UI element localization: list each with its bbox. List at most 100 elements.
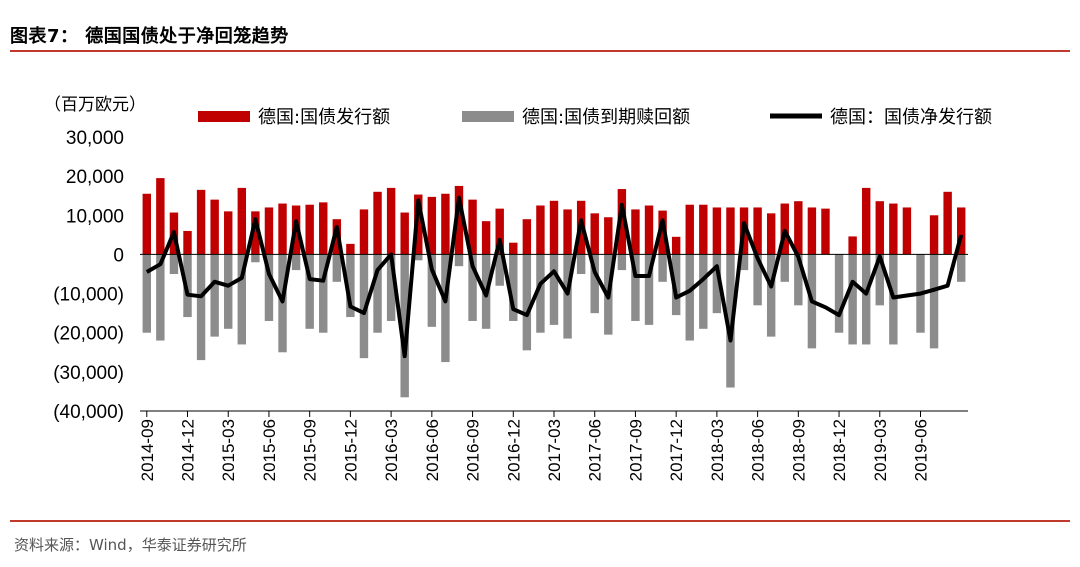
redemption-bar — [373, 254, 382, 333]
redemption-bar — [196, 254, 206, 361]
issuance-bar — [929, 215, 939, 255]
x-tick-label: 2019-03 — [871, 419, 890, 481]
issuance-bar — [807, 207, 817, 255]
x-tick-label: 2018-09 — [789, 419, 808, 481]
issuance-bar — [359, 209, 369, 255]
y-axis: 30,000 20,000 10,000 0 (10,000) (20,000) (30,0… — [53, 128, 124, 423]
redemption-bar — [576, 254, 586, 274]
issuance-bar — [536, 205, 545, 255]
redemption-bar — [454, 254, 464, 267]
issuance-bar — [549, 200, 559, 255]
bars — [142, 178, 966, 398]
redemption-bar — [699, 254, 708, 329]
x-tick-label: 2014-12 — [179, 419, 198, 481]
redemption-bar — [780, 254, 789, 282]
redemption-bar — [400, 254, 409, 398]
redemption-bar — [156, 254, 165, 341]
issuance-bar — [305, 204, 314, 255]
x-tick-label: 2016-03 — [382, 419, 401, 481]
redemption-bar — [522, 254, 532, 351]
issuance-bar — [604, 217, 613, 255]
issuance-bar — [712, 207, 722, 255]
y-tick-label: 30,000 — [66, 128, 124, 149]
x-tick-label: 2016-12 — [504, 419, 523, 481]
redemption-bar — [264, 254, 274, 321]
y-tick-label: (10,000) — [53, 285, 124, 306]
redemption-bar — [753, 254, 762, 306]
y-tick-label: 0 — [113, 245, 124, 266]
redemption-bar — [291, 254, 301, 271]
redemption-bar — [509, 254, 518, 321]
redemption-bar — [617, 254, 627, 271]
issuance-bar — [590, 213, 599, 255]
issuance-bar — [821, 208, 830, 255]
issuance-bar — [685, 204, 694, 255]
redemption-bar — [237, 254, 247, 345]
issuance-bar — [427, 196, 437, 255]
issuance-bar — [943, 191, 952, 255]
legend-label: 德国：国债净发行额 — [830, 107, 992, 128]
issuance-bar — [156, 178, 165, 255]
redemption-bar — [590, 254, 599, 314]
redemption-bar — [834, 254, 844, 333]
redemption-bar — [386, 254, 396, 321]
chart-title: 图表7： 德国国债处于净回笼趋势 — [10, 26, 289, 47]
issuance-bar — [346, 243, 355, 255]
redemption-bar — [631, 254, 640, 321]
issuance-bar — [509, 242, 518, 255]
redemption-bar — [468, 254, 477, 321]
x-tick-label: 2016-09 — [464, 419, 483, 481]
issuance-bar — [183, 230, 192, 255]
redemption-bar — [794, 254, 803, 306]
issuance-bar — [414, 194, 423, 255]
redemption-bar — [332, 254, 342, 282]
redemption-bar — [495, 254, 504, 286]
redemption-bar — [441, 254, 450, 363]
legend: 德国:国债发行额 德国:国债到期赎回额 德国：国债净发行额 — [198, 107, 992, 128]
issuance-bar — [142, 193, 151, 255]
x-tick-label: 2016-06 — [423, 419, 442, 481]
x-tick-label: 2015-06 — [260, 419, 279, 481]
legend-label: 德国:国债发行额 — [258, 107, 390, 128]
x-tick-label: 2017-06 — [586, 419, 605, 481]
x-tick-label: 2018-03 — [708, 419, 727, 481]
x-tick-label: 2018-06 — [749, 419, 768, 481]
y-tick-label: 10,000 — [66, 206, 124, 227]
net-line — [145, 195, 964, 359]
bottom-divider — [10, 520, 1070, 522]
chart-svg: （百万欧元） 德国:国债发行额 德国:国债到期赎回额 德国：国债净发行额 30,00… — [44, 95, 992, 481]
issuance-bar — [441, 193, 450, 255]
issuance-bar — [889, 203, 898, 255]
issuance-bar — [373, 191, 382, 255]
redemption-bar — [169, 254, 179, 274]
issuance-bar — [631, 209, 640, 255]
redemption-bar — [359, 254, 369, 359]
redemption-bar — [766, 254, 776, 337]
redemption-bar — [726, 254, 735, 388]
redemption-bar — [875, 254, 884, 306]
redemption-bar — [319, 254, 328, 333]
issuance-bar — [251, 211, 260, 255]
redemption-bar — [658, 254, 667, 282]
redemption-bar — [739, 254, 749, 271]
issuance-bar — [278, 203, 287, 255]
x-tick-label: 2015-12 — [341, 419, 360, 481]
issuance-bar — [753, 207, 762, 255]
redemption-bar — [427, 254, 437, 327]
issuance-bar — [617, 189, 627, 255]
issuance-bar — [196, 189, 206, 255]
issuance-bar — [794, 201, 803, 255]
redemption-bar — [305, 254, 314, 329]
issuance-bar — [766, 213, 776, 255]
redemption-bar — [414, 254, 423, 261]
source-note: 资料来源：Wind，华泰证券研究所 — [14, 536, 247, 554]
issuance-bar — [495, 208, 504, 255]
issuance-bar — [522, 219, 532, 255]
redemption-bar — [536, 254, 545, 333]
redemption-bar — [861, 254, 871, 345]
issuance-bar — [861, 187, 871, 255]
issuance-bar — [210, 199, 219, 255]
x-tick-label: 2017-03 — [545, 419, 564, 481]
issuance-bar — [563, 209, 572, 255]
x-tick-label: 2017-09 — [626, 419, 645, 481]
